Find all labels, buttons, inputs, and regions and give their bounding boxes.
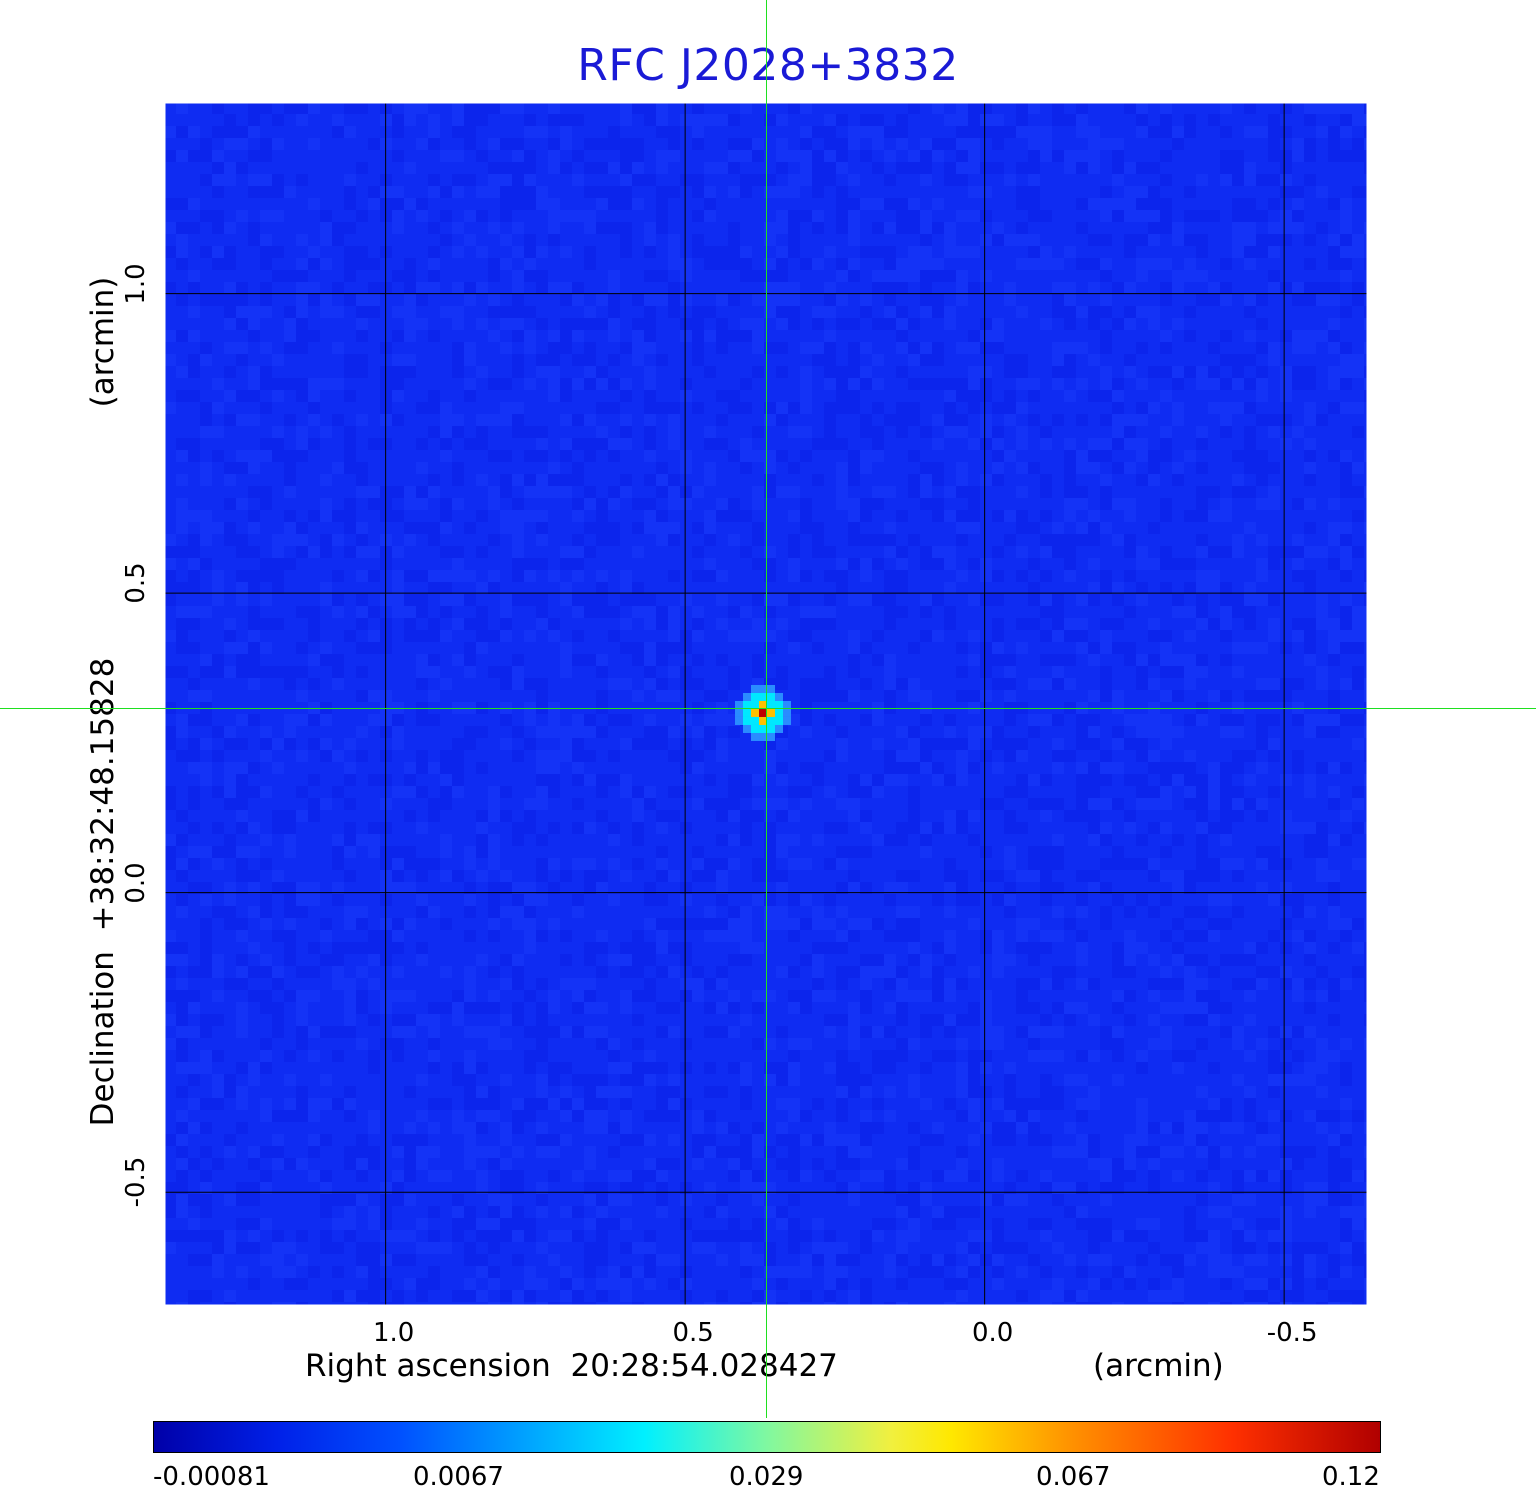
y-axis-label: Declination +38:32:48.15828: [85, 657, 121, 1127]
colorbar-tick-label: 0.067: [1036, 1462, 1111, 1492]
x-axis-label: Right ascension 20:28:54.028427: [305, 1348, 838, 1384]
image-map: [164, 102, 1368, 1306]
y-axis-unit: (arcmin): [85, 276, 121, 408]
crosshair-vertical: [766, 0, 767, 1418]
noise-pixels: [164, 102, 1368, 1306]
x-tick-label: 0.5: [672, 1318, 714, 1348]
y-tick-label: 1.0: [121, 262, 151, 305]
colorbar-tick-label: 0.0067: [413, 1462, 504, 1492]
colorbar: [153, 1421, 1381, 1453]
colorbar-tick-label: 0.12: [1322, 1462, 1380, 1492]
y-tick-label: 0.0: [121, 861, 151, 904]
chart-title: RFC J2028+3832: [577, 40, 959, 91]
colorbar-tick-label: -0.00081: [153, 1462, 270, 1492]
x-tick-label: 0.0: [971, 1318, 1014, 1348]
x-axis-unit: (arcmin): [1093, 1348, 1224, 1384]
colorbar-tick-label: 0.029: [729, 1462, 804, 1492]
crosshair-horizontal: [0, 708, 1536, 709]
y-tick-label: 0.5: [121, 562, 151, 604]
x-tick-label: 1.0: [372, 1318, 415, 1348]
y-tick-label: -0.5: [121, 1156, 151, 1208]
x-tick-label: -0.5: [1266, 1318, 1318, 1348]
source-peak: [735, 684, 792, 741]
